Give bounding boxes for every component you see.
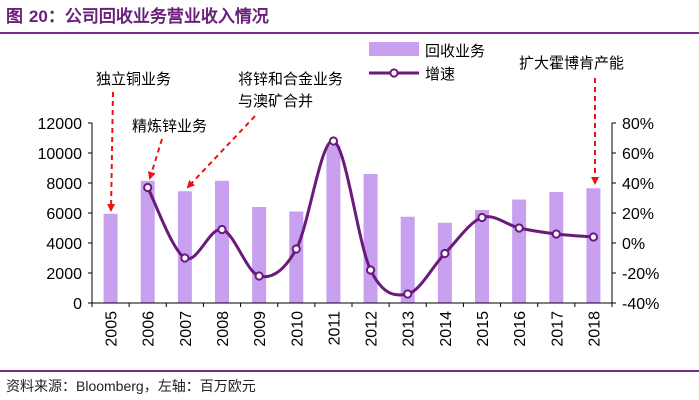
bar-2008 (215, 180, 229, 303)
x-tick-label: 2015 (475, 311, 492, 347)
y-left-tick-label: 12000 (38, 116, 83, 133)
annotation-text: 扩大霍博肯产能 (519, 54, 624, 72)
growth-point-2008 (217, 224, 227, 235)
annotation-arrow (147, 138, 163, 180)
x-tick-label: 2006 (141, 311, 158, 347)
y-left-tick-label: 8000 (46, 176, 82, 193)
growth-point-2009 (254, 271, 264, 281)
y-left-tick-label: 2000 (46, 266, 82, 283)
source-note: 资料来源：Bloomberg，左轴：百万欧元 (6, 374, 256, 398)
bar-2009 (252, 207, 267, 303)
legend-line-marker (389, 68, 399, 78)
x-tick-label: 2017 (549, 311, 566, 347)
bar-2016 (512, 199, 527, 303)
growth-point-2016 (514, 223, 524, 233)
y-right-tick-label: 0% (622, 236, 645, 253)
growth-point-2013 (403, 289, 413, 299)
x-tick-label: 2005 (104, 311, 121, 347)
growth-point-2017 (551, 229, 561, 239)
y-left-tick-label: 0 (73, 296, 82, 313)
legend-line-label: 增速 (425, 65, 455, 83)
growth-point-2006 (143, 182, 153, 193)
annotation-text: 将锌和合金业务 (238, 70, 343, 88)
bar-2015 (475, 210, 489, 303)
bar-2010 (289, 211, 304, 303)
y-right-tick-label: 40% (622, 176, 654, 193)
x-tick-label: 2016 (512, 311, 529, 347)
x-tick-label: 2010 (289, 311, 306, 347)
source-divider (0, 370, 699, 372)
line-series (143, 136, 599, 299)
bar-2011 (326, 145, 341, 303)
annotation-text: 独立铜业务 (96, 70, 171, 88)
bar-2014 (437, 222, 452, 303)
y-right-tick-label: 20% (622, 206, 654, 223)
bar-series (103, 145, 601, 303)
bar-2017 (549, 192, 564, 303)
bar-2012 (363, 174, 378, 303)
figure-title-prefix: 图 (6, 7, 29, 27)
growth-point-2015 (477, 212, 487, 223)
y-right-tick-label: -40% (622, 296, 659, 313)
x-tick-label: 2012 (364, 311, 381, 347)
axes: 0 2000 4000 6000 8000 10000 12000 -40% -20% 0% 20%… (38, 116, 660, 347)
figure-title-text: ：公司回收业务营业收入情况 (47, 7, 269, 27)
growth-point-2011 (328, 136, 339, 146)
bar-2006 (140, 180, 155, 303)
y-left-tick-label: 10000 (38, 146, 83, 163)
y-left-tick-label: 6000 (46, 206, 82, 223)
x-tick-label: 2013 (401, 311, 418, 347)
growth-point-2010 (291, 244, 301, 254)
y-right-tick-label: 60% (622, 146, 654, 163)
x-tick-label: 2014 (438, 311, 455, 347)
y-right-tick-label: -20% (622, 266, 659, 283)
source-name: Bloomberg (76, 378, 144, 394)
growth-point-2007 (180, 253, 190, 263)
x-tick-label: 2009 (252, 311, 269, 347)
bar-2007 (177, 191, 192, 303)
legend-bar-label: 回收业务 (425, 42, 485, 60)
annotation-arrow (107, 91, 116, 212)
annotation-text: 精炼锌业务 (132, 117, 207, 135)
growth-point-2018 (588, 232, 599, 242)
x-tick-label: 2011 (326, 311, 343, 346)
figure-title: 图 20：公司回收业务营业收入情况 (6, 4, 269, 30)
source-label: 资料来源： (6, 379, 76, 395)
x-tick-label: 2018 (586, 311, 603, 347)
bar-2013 (400, 216, 415, 303)
growth-point-2012 (365, 265, 376, 275)
x-tick-label: 2008 (215, 311, 232, 347)
legend-bar-swatch (369, 42, 419, 56)
x-tick-label: 2007 (178, 311, 195, 347)
y-left-tick-label: 4000 (46, 236, 82, 253)
bar-2005 (103, 213, 118, 303)
annotation-arrow (186, 115, 256, 189)
annotation-text: 与澳矿合并 (238, 92, 313, 110)
source-unit-note: ，左轴：百万欧元 (143, 379, 256, 395)
growth-point-2014 (440, 248, 450, 259)
y-right-tick-label: 80% (622, 116, 654, 133)
bar-2018 (586, 188, 601, 303)
figure-title-number: 20 (28, 7, 48, 26)
title-divider (0, 32, 699, 34)
